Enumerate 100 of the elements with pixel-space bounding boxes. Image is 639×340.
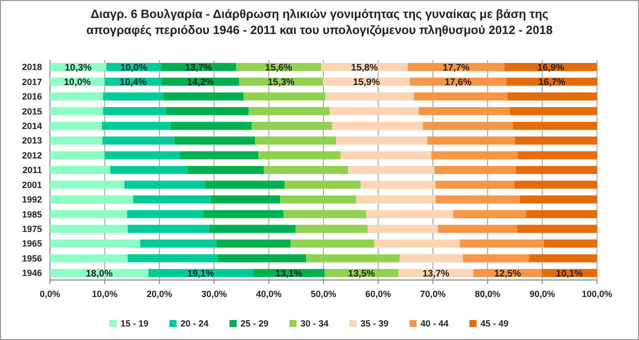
data-label: 15,3% <box>268 77 296 88</box>
bar <box>326 92 414 100</box>
bar <box>50 107 104 116</box>
bar <box>514 136 597 145</box>
bar <box>102 136 174 145</box>
legend-label: 20 - 24 <box>180 318 209 329</box>
x-tick-label: 80,0% <box>474 289 500 299</box>
legend-label: 45 - 49 <box>480 318 509 329</box>
bar <box>290 240 374 248</box>
y-tick-label: 1946 <box>22 268 42 278</box>
x-tick-label: 40,0% <box>256 289 282 299</box>
bar <box>50 224 128 233</box>
bar <box>50 254 128 262</box>
bar <box>103 107 166 116</box>
bar <box>258 151 340 160</box>
x-tick-label: 70,0% <box>420 289 446 299</box>
y-tick-label: 1992 <box>22 194 42 205</box>
bar <box>436 195 520 204</box>
data-label: 13,7% <box>185 62 213 74</box>
bar <box>50 210 128 218</box>
bar <box>174 136 256 145</box>
y-tick-label: 2017 <box>22 76 42 87</box>
bar <box>368 224 438 233</box>
x-tick-label: 20,0% <box>146 289 172 299</box>
bar <box>423 122 513 130</box>
y-tick-label: 2015 <box>22 106 42 116</box>
y-tick-label: 1956 <box>22 253 42 264</box>
data-label: 13,1% <box>275 268 303 280</box>
data-label: 13,7% <box>422 268 450 280</box>
bar <box>427 136 515 145</box>
data-label: 10,0% <box>64 77 92 88</box>
data-label: 13,5% <box>348 268 376 280</box>
bar <box>163 92 244 100</box>
bar <box>284 180 361 189</box>
y-tick-label: 1985 <box>22 209 42 220</box>
bar <box>133 195 211 204</box>
bar <box>514 180 597 189</box>
bar <box>516 166 597 174</box>
bar <box>460 240 544 248</box>
bar <box>453 210 526 218</box>
bar <box>544 240 597 248</box>
bar <box>50 136 103 145</box>
bar <box>348 166 435 174</box>
y-tick-label: 1975 <box>22 224 42 234</box>
bar <box>518 151 597 160</box>
bar <box>128 254 218 262</box>
data-label: 15,9% <box>352 77 380 88</box>
x-tick-label: 0,0% <box>40 289 60 299</box>
data-label: 15,8% <box>351 62 379 74</box>
bar <box>510 107 597 116</box>
y-tick-label: 2016 <box>22 92 42 102</box>
bar <box>507 92 597 100</box>
bar <box>360 180 436 189</box>
bar <box>140 240 216 248</box>
bar <box>124 180 205 189</box>
legend-label: 40 - 44 <box>420 318 449 329</box>
bar <box>284 210 366 218</box>
bar <box>204 180 285 189</box>
data-label: 12,5% <box>494 268 522 280</box>
bar <box>414 92 508 100</box>
x-tick-label: 90,0% <box>530 289 556 299</box>
data-label: 17,7% <box>442 62 470 74</box>
bar <box>203 210 284 218</box>
bar <box>50 195 134 204</box>
data-label: 10,1% <box>556 268 584 280</box>
legend-label: 25 - 29 <box>240 318 269 329</box>
y-tick-label: 1965 <box>22 238 42 249</box>
bar <box>127 210 204 218</box>
bar <box>330 107 419 116</box>
bar <box>462 254 529 262</box>
bar <box>50 240 140 248</box>
bar <box>166 107 249 116</box>
x-tick-label: 100,0% <box>582 289 612 299</box>
bar <box>340 151 432 160</box>
legend-label: 30 - 34 <box>300 318 329 329</box>
chart-title: Διαγρ. 6 Βουλγαρία - Διάρθρωση ηλικιών γονιμότητας της γυναίκας με βάση της απογραφές περιόδου 1946 - 2011 και του υπολογιζόμενου πληθυσμού 2012 - 2018 <box>86 7 553 37</box>
x-tick-label: 30,0% <box>201 289 227 299</box>
bar <box>418 107 510 116</box>
bar <box>374 240 460 248</box>
bar <box>506 78 598 86</box>
bar <box>306 254 400 262</box>
bar <box>209 224 296 233</box>
x-tick-label: 50,0% <box>310 289 336 299</box>
data-label: 15,6% <box>265 62 293 74</box>
bar <box>50 151 105 160</box>
data-label: 18,0% <box>86 268 114 280</box>
bar <box>244 92 326 100</box>
bar <box>50 180 124 189</box>
x-tick-label: 10,0% <box>92 289 118 299</box>
bar <box>366 210 454 218</box>
bar <box>512 122 597 130</box>
bar <box>210 195 280 204</box>
data-label: 19,1% <box>187 268 215 280</box>
bar <box>248 107 330 116</box>
bar <box>400 254 463 262</box>
data-label: 14,2% <box>186 77 214 88</box>
bar <box>296 224 368 233</box>
bar <box>436 180 514 189</box>
bar <box>332 122 424 130</box>
bar <box>280 195 356 204</box>
